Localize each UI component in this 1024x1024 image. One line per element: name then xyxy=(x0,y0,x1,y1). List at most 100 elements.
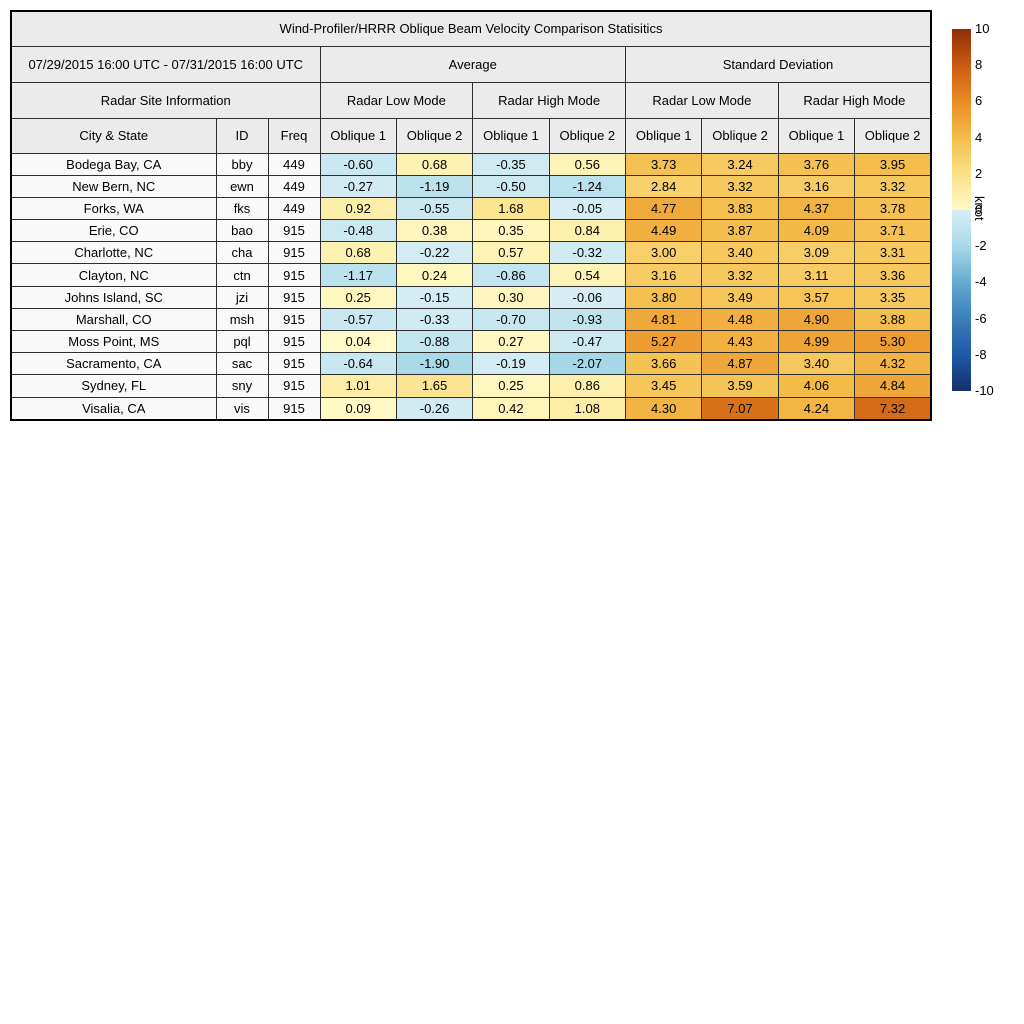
table-row: Johns Island, SC jzi 915 0.25 -0.15 0.30 -0.06… xyxy=(10,285,932,309)
value-cell: 0.09 xyxy=(319,396,397,421)
value-cell: -0.47 xyxy=(548,329,627,354)
oblique-column-header: Oblique 1 xyxy=(624,117,703,154)
value-cell: 3.36 xyxy=(854,263,932,287)
value-cell: -0.88 xyxy=(395,329,474,354)
value-cell: 4.24 xyxy=(777,396,856,421)
site-id-cell: pql xyxy=(215,329,269,354)
colorbar-unit-label: knot xyxy=(972,196,987,221)
mode-header: Radar High Mode xyxy=(777,81,932,119)
value-cell: -0.32 xyxy=(548,241,627,265)
value-cell: 4.30 xyxy=(624,396,703,421)
freq-cell: 915 xyxy=(267,396,321,421)
std-deviation-group-header: Standard Deviation xyxy=(625,45,932,83)
freq-cell: 915 xyxy=(267,329,321,354)
value-cell: 0.68 xyxy=(395,152,474,176)
value-cell: 3.00 xyxy=(624,241,703,265)
site-id-cell: ctn xyxy=(215,263,269,287)
radar-site-info-header: Radar Site Information xyxy=(10,81,321,119)
value-cell: 0.57 xyxy=(472,241,550,265)
value-cell: 0.56 xyxy=(548,152,627,176)
value-cell: 4.32 xyxy=(854,352,932,376)
colorbar-tick-label: -4 xyxy=(975,274,987,290)
value-cell: 3.76 xyxy=(777,152,856,176)
value-cell: 3.24 xyxy=(701,152,779,176)
freq-cell: 449 xyxy=(267,152,321,176)
value-cell: 1.65 xyxy=(395,374,474,398)
average-group-header: Average xyxy=(319,45,626,83)
value-cell: 4.84 xyxy=(854,374,932,398)
value-cell: 1.08 xyxy=(548,396,627,421)
site-id-cell: sac xyxy=(215,352,269,376)
value-cell: -0.93 xyxy=(548,307,627,331)
site-id-cell: msh xyxy=(215,307,269,331)
value-cell: 3.16 xyxy=(777,174,856,198)
freq-cell: 915 xyxy=(267,285,321,309)
value-cell: 0.92 xyxy=(319,196,397,221)
freq-cell: 915 xyxy=(267,241,321,265)
colorbar-tick-label: 2 xyxy=(975,165,983,181)
site-id-cell: sny xyxy=(215,374,269,398)
city-state-cell: Marshall, CO xyxy=(10,307,217,331)
table-data-body: Bodega Bay, CA bby 449 -0.60 0.68 -0.35 0.56 3.… xyxy=(10,152,932,421)
colorbar-tick-label: -10 xyxy=(975,383,994,398)
value-cell: 0.38 xyxy=(395,219,474,243)
value-cell: -1.24 xyxy=(548,174,627,198)
value-cell: 0.25 xyxy=(472,374,550,398)
table-row: Visalia, CA vis 915 0.09 -0.26 0.42 1.08 4.30 7.… xyxy=(10,396,932,421)
value-cell: -0.70 xyxy=(472,307,550,331)
value-cell: 3.83 xyxy=(701,196,779,221)
value-cell: 3.49 xyxy=(701,285,779,309)
value-cell: -0.22 xyxy=(395,241,474,265)
table-row: Sacramento, CA sac 915 -0.64 -1.90 -0.19 -2.07… xyxy=(10,352,932,376)
site-id-cell: vis xyxy=(215,396,269,421)
table-row: Sydney, FL sny 915 1.01 1.65 0.25 0.86 3.45 3.59… xyxy=(10,374,932,398)
value-cell: 2.84 xyxy=(624,174,703,198)
table-row: New Bern, NC ewn 449 -0.27 -1.19 -0.50 -1.24 2.… xyxy=(10,174,932,198)
group-header-row: 07/29/2015 16:00 UTC - 07/31/2015 16:00 … xyxy=(10,45,932,83)
date-range-label: 07/29/2015 16:00 UTC - 07/31/2015 16:00 … xyxy=(10,45,321,83)
city-state-cell: Sacramento, CA xyxy=(10,352,217,376)
value-cell: -0.55 xyxy=(395,196,474,221)
value-cell: -0.05 xyxy=(548,196,627,221)
value-cell: 3.80 xyxy=(624,285,703,309)
value-cell: 3.40 xyxy=(777,352,856,376)
value-cell: 5.30 xyxy=(854,329,932,354)
value-cell: -2.07 xyxy=(548,352,627,376)
value-cell: 4.49 xyxy=(624,219,703,243)
value-cell: 4.99 xyxy=(777,329,856,354)
site-id-cell: bby xyxy=(215,152,269,176)
value-cell: 3.09 xyxy=(777,241,856,265)
id-column-header: ID xyxy=(215,117,269,154)
value-cell: -1.19 xyxy=(395,174,474,198)
value-cell: 3.57 xyxy=(777,285,856,309)
city-state-cell: Charlotte, NC xyxy=(10,241,217,265)
value-cell: 3.95 xyxy=(854,152,932,176)
value-cell: 3.35 xyxy=(854,285,932,309)
oblique-column-header: Oblique 1 xyxy=(777,117,856,154)
colorbar-tick-label: 10 xyxy=(975,21,990,36)
colorbar-tick-label: -2 xyxy=(975,238,987,254)
value-cell: 3.45 xyxy=(624,374,703,398)
value-cell: -1.90 xyxy=(395,352,474,376)
colorbar-tick-label: 4 xyxy=(975,129,983,145)
colorbar-tick-label: 8 xyxy=(975,57,983,73)
freq-cell: 449 xyxy=(267,196,321,221)
city-state-cell: Forks, WA xyxy=(10,196,217,221)
oblique-column-header: Oblique 2 xyxy=(395,117,474,154)
freq-cell: 915 xyxy=(267,263,321,287)
value-cell: 3.88 xyxy=(854,307,932,331)
value-cell: 0.54 xyxy=(548,263,627,287)
value-cell: 3.16 xyxy=(624,263,703,287)
value-cell: -0.86 xyxy=(472,263,550,287)
site-id-cell: ewn xyxy=(215,174,269,198)
value-cell: -0.19 xyxy=(472,352,550,376)
table-title-row: Wind-Profiler/HRRR Oblique Beam Velocity… xyxy=(10,10,932,47)
site-id-cell: cha xyxy=(215,241,269,265)
stats-table: Wind-Profiler/HRRR Oblique Beam Velocity… xyxy=(10,10,932,421)
freq-cell: 915 xyxy=(267,307,321,331)
oblique-column-header: Oblique 1 xyxy=(472,117,550,154)
value-cell: 4.90 xyxy=(777,307,856,331)
city-state-cell: New Bern, NC xyxy=(10,174,217,198)
mode-header: Radar Low Mode xyxy=(319,81,474,119)
